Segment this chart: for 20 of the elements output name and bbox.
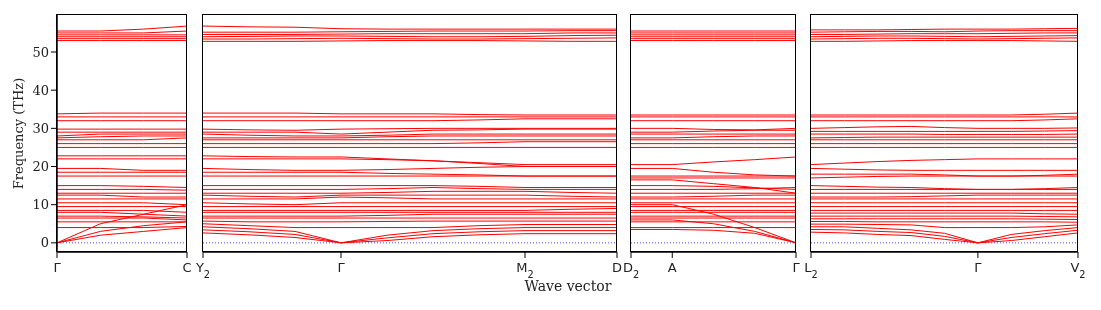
x-tick-label: V$_{2}$: [1070, 260, 1086, 280]
x-tick-label: Γ: [337, 260, 346, 275]
x-tick-label: A: [667, 260, 677, 275]
x-tick-label: Γ: [974, 260, 983, 275]
x-axis-title: Wave vector: [523, 278, 613, 294]
y-axis-title: Frequency (THz): [10, 77, 26, 190]
y-tick-label: 50: [32, 44, 49, 60]
y-tick-label: 40: [32, 82, 49, 98]
x-tick-label: Γ: [53, 260, 62, 275]
x-tick-label: Y$_{2}$: [194, 260, 211, 280]
y-tick-label: 10: [32, 197, 49, 213]
x-tick-label: D$_{2}$: [622, 260, 640, 280]
x-tick-label: C: [182, 260, 192, 275]
y-tick-label: 30: [32, 120, 49, 136]
x-tick-label: M$_{2}$: [516, 260, 534, 280]
x-tick-label: D: [611, 260, 623, 275]
x-tick-label: Γ: [792, 260, 801, 275]
x-tick-label: L$_{2}$: [804, 260, 818, 280]
y-tick-label: 20: [32, 159, 49, 175]
y-tick-label: 0: [40, 235, 49, 251]
